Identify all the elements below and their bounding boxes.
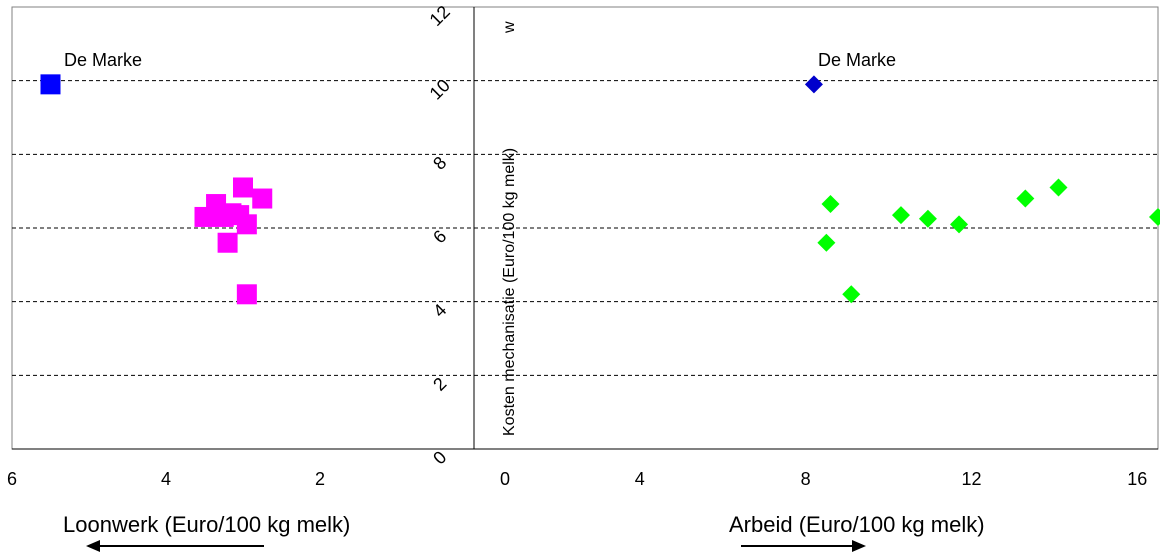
x-tick-label-right: 8: [801, 469, 811, 489]
left-arrow: [86, 540, 264, 552]
y-tick-label: 10: [426, 75, 454, 103]
x-tick-label-right: 4: [635, 469, 645, 489]
x-tick-label-left: 2: [315, 469, 325, 489]
data-point-square: [236, 214, 257, 235]
y-tick-label: 12: [426, 2, 454, 30]
data-point-square: [217, 232, 238, 253]
data-point-diamond: [1016, 189, 1035, 208]
x-tick-label-right: 16: [1127, 469, 1147, 489]
data-point-square: [236, 284, 257, 305]
y-axis-extra-mark: w: [501, 21, 518, 34]
y-tick-label: 2: [429, 373, 450, 394]
data-point-square: [233, 177, 253, 198]
x-tick-label-right: 12: [961, 469, 981, 489]
data-point-square: [194, 206, 215, 227]
x-axis-label-right: Arbeid (Euro/100 kg melk): [729, 512, 985, 537]
x-tick-labels-left: 6 4 2: [7, 469, 325, 489]
annotation-de-marke-right: De Marke: [818, 50, 896, 70]
x-axis-label-left: Loonwerk (Euro/100 kg melk): [63, 512, 350, 537]
data-point-diamond: [1149, 207, 1160, 226]
x-tick-labels-right: 0 4 8 12 16: [500, 469, 1147, 489]
data-point-square: [40, 74, 61, 95]
data-point-diamond: [804, 75, 823, 94]
y-axis-label: Kosten mechanisatie (Euro/100 kg melk): [501, 148, 518, 436]
data-point-diamond: [821, 195, 840, 214]
data-point-square: [221, 203, 242, 224]
data-point-diamond: [1049, 178, 1068, 197]
y-tick-label: 0: [429, 447, 450, 468]
y-tick-labels: 0 2 4 6 8 10 12: [426, 2, 454, 469]
data-point-square: [252, 188, 273, 209]
x-tick-label-right: 0: [500, 469, 510, 489]
y-tick-label: 8: [429, 152, 450, 173]
right-arrow: [741, 540, 866, 552]
grid: [12, 80, 1158, 376]
annotation-de-marke-left: De Marke: [64, 50, 142, 70]
data-point-diamond: [950, 215, 969, 234]
data-point-diamond: [842, 285, 861, 304]
data-point-diamond: [891, 206, 910, 225]
data-point-diamond: [918, 209, 937, 228]
y-tick-label: 4: [429, 300, 450, 321]
x-tick-label-left: 6: [7, 469, 17, 489]
y-tick-label: 6: [429, 226, 450, 247]
data-points: [40, 74, 1160, 305]
x-tick-label-left: 4: [161, 469, 171, 489]
data-point-diamond: [817, 233, 836, 252]
